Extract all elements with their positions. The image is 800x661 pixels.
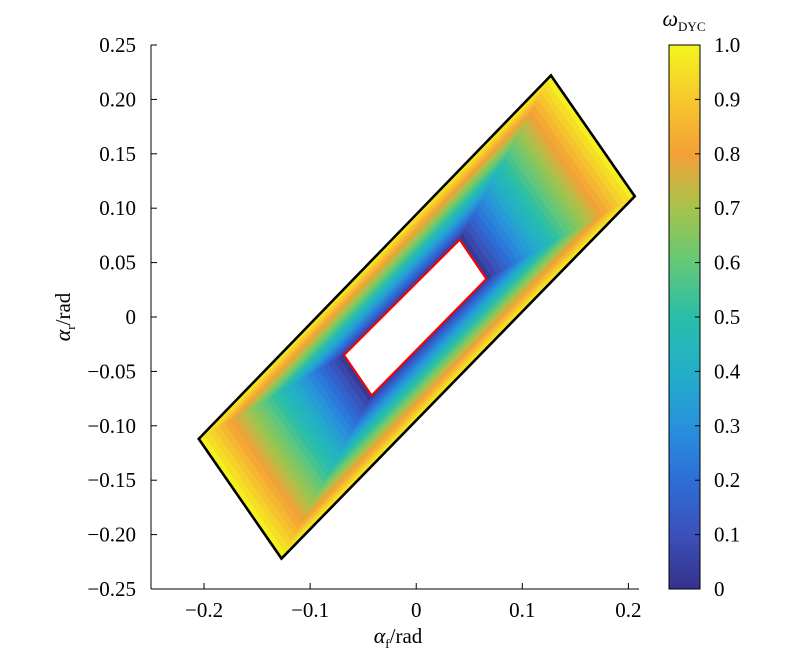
- colorbar-tick-label: 0: [714, 577, 725, 601]
- colorbar-tick-label: 0.2: [714, 468, 740, 492]
- y-tick-label: −0.20: [87, 523, 136, 547]
- x-tick-label: 0.2: [615, 598, 641, 622]
- colorbar-tick-label: 0.1: [714, 523, 740, 547]
- colorbar-tick-label: 0.3: [714, 414, 740, 438]
- x-axis-title: αf/rad: [374, 623, 423, 651]
- y-tick-label: −0.05: [87, 359, 136, 383]
- x-tick-label: −0.2: [185, 598, 223, 622]
- y-tick-label: −0.25: [87, 577, 136, 601]
- outer-boundary: [197, 73, 637, 561]
- y-tick-label: 0.10: [99, 196, 136, 220]
- y-tick-label: 0: [126, 305, 137, 329]
- y-tick-label: −0.15: [87, 468, 136, 492]
- colorbar-tick-label: 1.0: [714, 33, 740, 57]
- colorbar-tick-label: 0.7: [714, 196, 740, 220]
- x-tick-label: 0.1: [509, 598, 535, 622]
- y-tick-label: 0.15: [99, 142, 136, 166]
- colorbar-tick-label: 0.6: [714, 251, 740, 275]
- y-axis-title: αr/rad: [50, 292, 78, 341]
- colorbar-tick-label: 0.4: [714, 359, 741, 383]
- colorbar-tick-label: 0.9: [714, 87, 740, 111]
- y-tick-label: 0.25: [99, 33, 136, 57]
- colorbar-tick-label: 0.5: [714, 305, 740, 329]
- x-tick-label: 0: [411, 598, 422, 622]
- y-tick-label: 0.20: [99, 87, 136, 111]
- y-tick-label: −0.10: [87, 414, 136, 438]
- colorbar-tick-label: 0.8: [714, 142, 740, 166]
- x-tick-label: −0.1: [291, 598, 329, 622]
- colorbar: [668, 44, 701, 590]
- colorbar-title: ωDYC: [663, 6, 706, 34]
- y-tick-label: 0.05: [99, 251, 136, 275]
- inner-boundary: [342, 238, 488, 397]
